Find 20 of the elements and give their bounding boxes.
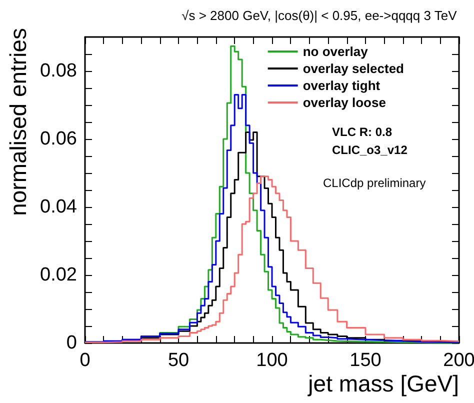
x-tick-label: 0 bbox=[80, 350, 90, 371]
x-tick-label: 150 bbox=[350, 350, 382, 371]
annotation: CLICdp preliminary bbox=[323, 176, 426, 190]
legend-label: no overlay bbox=[302, 44, 369, 59]
annotation: VLC R: 0.8 bbox=[332, 125, 392, 139]
x-tick-label: 50 bbox=[168, 350, 190, 371]
x-tick-label: 100 bbox=[256, 350, 288, 371]
x-tick-label: 200 bbox=[443, 350, 474, 371]
y-tick-label: 0.08 bbox=[40, 60, 77, 82]
annotation: CLIC_o3_v12 bbox=[332, 143, 408, 157]
legend-label: overlay loose bbox=[302, 95, 386, 110]
y-tick-label: 0.04 bbox=[40, 196, 78, 218]
x-axis-title: jet mass [GeV] bbox=[307, 370, 459, 396]
y-tick-label: 0.06 bbox=[40, 128, 77, 150]
y-tick-label: 0 bbox=[66, 332, 77, 354]
legend-label: overlay selected bbox=[302, 61, 404, 76]
legend-label: overlay tight bbox=[302, 78, 381, 93]
chart-title: √s > 2800 GeV, |cos(θ)| < 0.95, ee->qqqq 3 TeV bbox=[182, 8, 458, 23]
y-axis-title: normalised entries bbox=[5, 28, 31, 216]
y-tick-label: 0.02 bbox=[40, 264, 77, 286]
